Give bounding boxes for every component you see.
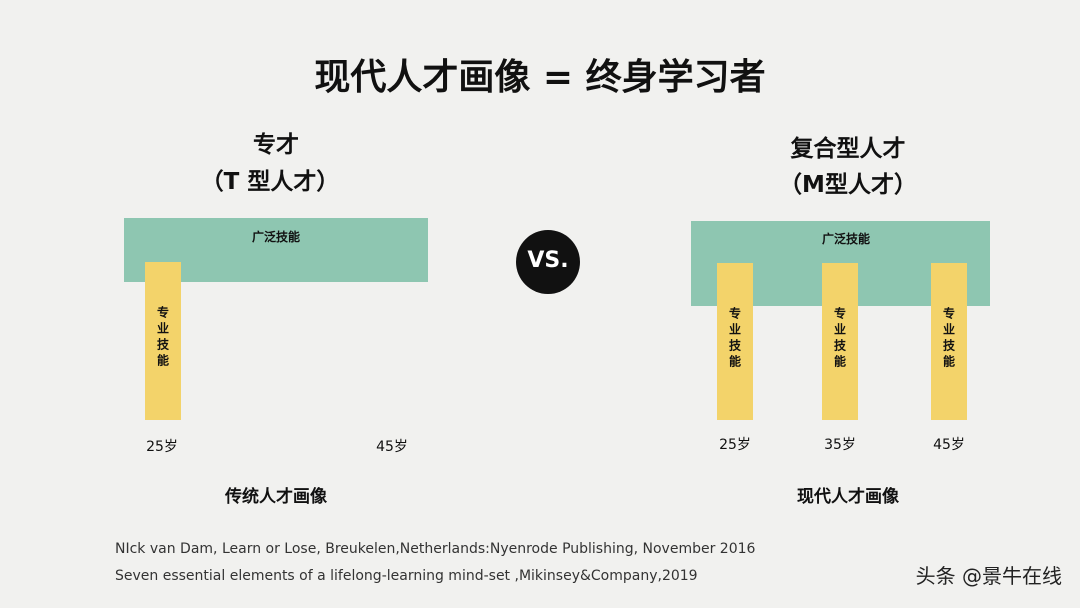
broad-label: 广泛技能	[251, 230, 301, 244]
pillar-label: 专业技能	[727, 307, 742, 371]
left-subheading: （T 型人才）	[200, 169, 340, 195]
age-label: 25岁	[719, 437, 751, 453]
pillar-label: 专业技能	[832, 307, 847, 371]
pillar-label: 专业技能	[155, 306, 170, 370]
reference: NIck van Dam, Learn or Lose, Breukelen,N…	[115, 541, 756, 557]
pillar: 专业技能	[145, 262, 181, 420]
pillar-label: 专业技能	[941, 307, 956, 371]
watermark: 头条 @景牛在线	[915, 564, 1062, 588]
pillar: 专业技能	[717, 263, 753, 420]
age-label: 45岁	[933, 437, 965, 453]
age-label: 25岁	[146, 439, 178, 455]
vs-text: VS.	[527, 248, 569, 273]
age-label: 45岁	[376, 439, 408, 455]
broad-label: 广泛技能	[821, 232, 871, 246]
left-heading: 专才	[253, 132, 299, 158]
right-subheading: （M型人才）	[779, 172, 917, 198]
left-caption: 传统人才画像	[225, 487, 327, 507]
title: 现代人才画像 = 终身学习者	[314, 57, 766, 98]
pillar: 专业技能	[822, 263, 858, 420]
reference: Seven essential elements of a lifelong-l…	[115, 568, 698, 584]
vs-circle: VS.	[516, 230, 580, 294]
pillar: 专业技能	[931, 263, 967, 420]
age-label: 35岁	[824, 437, 856, 453]
right-heading: 复合型人才	[790, 136, 906, 162]
right-caption: 现代人才画像	[797, 487, 899, 507]
